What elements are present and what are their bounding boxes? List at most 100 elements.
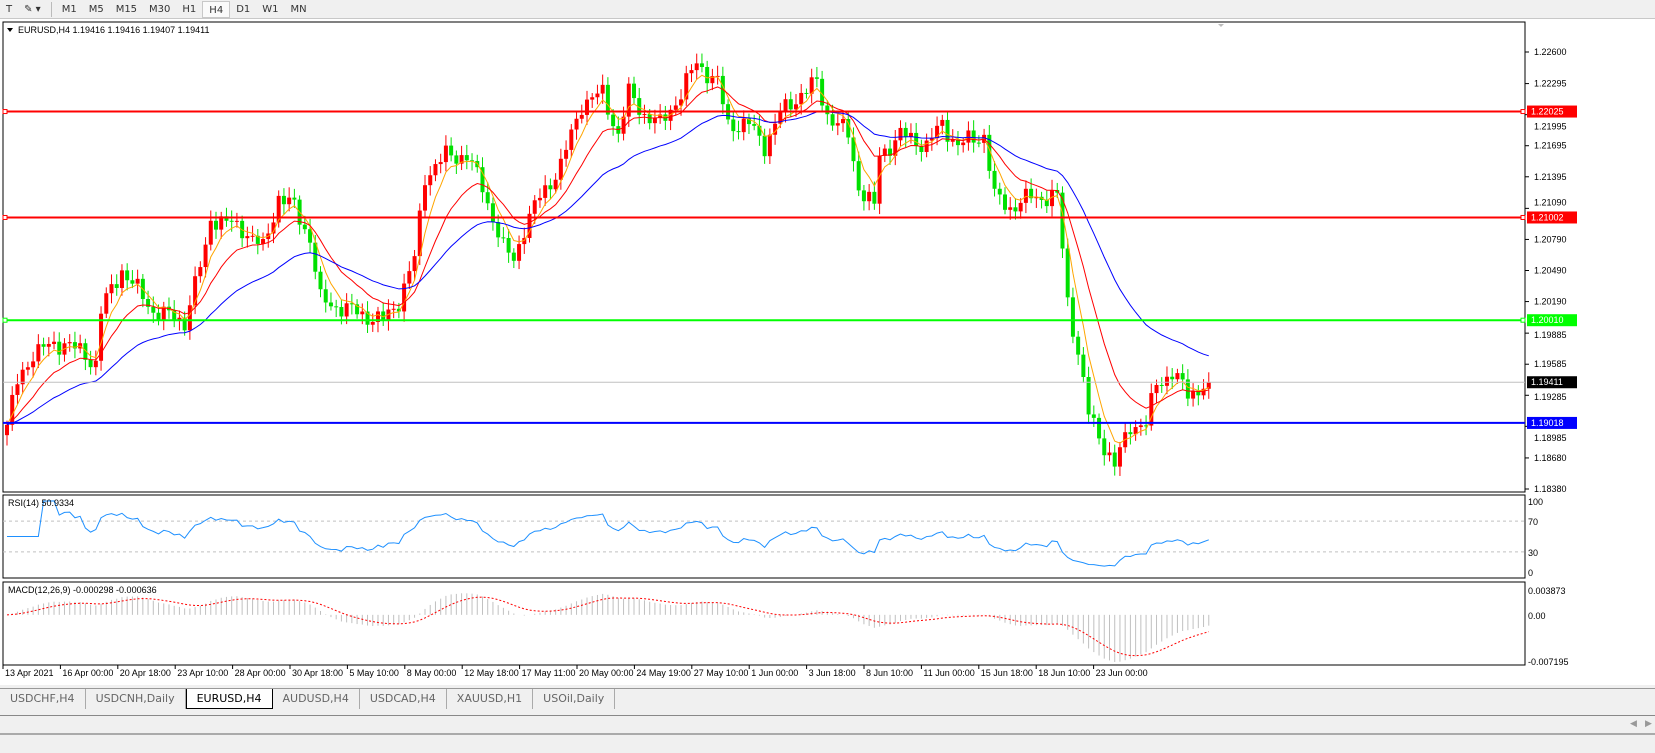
level-handle [2,214,8,220]
timeframe-M30[interactable]: M30 [149,3,171,15]
candle-body [177,317,182,321]
candle-body [851,137,856,162]
macd-label: MACD(12,26,9) -0.000298 -0.000636 [8,585,157,595]
tab-usoil-daily[interactable]: USOil,Daily [533,689,616,709]
horizontal-scrollbar[interactable]: ◀ ▶ [0,715,1655,735]
tab-xauusd-h1[interactable]: XAUUSD,H1 [447,689,534,709]
current-price-tag [1527,376,1577,389]
candle-body [172,310,177,321]
candle-body [449,145,454,156]
candle-body [684,73,689,100]
candle-body [621,116,626,134]
scroll-right-icon[interactable]: ▶ [1645,719,1652,729]
level-price-tag [1527,211,1577,224]
candle-body [261,239,266,244]
timeframe-bar: M1 M5 M15 M30 H1 H4 D1 W1 MN [56,0,313,18]
candle-body [1050,189,1055,207]
candle-body [522,237,527,245]
candle-body [109,284,114,294]
candle-body [835,123,840,126]
time-axis-label: 16 Apr 00:00 [62,668,113,678]
chart-window[interactable]: 1.22600 1.22295 1.21995 1.21695 1.21395 1.210… [0,19,1655,685]
candle-body [470,160,475,162]
timeframe-M15[interactable]: M15 [115,3,138,15]
candle-body [391,308,396,310]
candle-body [428,175,433,186]
candle-body [924,140,929,153]
rsi-panel [2,494,1526,579]
tab-audusd-h4[interactable]: AUDUSD,H4 [273,689,360,709]
candle-body [496,222,501,238]
level-handle [1520,317,1526,323]
candle-body [1149,393,1154,426]
candle-body [553,179,558,190]
candle-body [746,118,751,125]
candle-body [433,164,438,176]
drawing-tools-icon[interactable]: ✎ ▾ [24,3,41,15]
candle-body [1185,379,1190,399]
moving-average-line [6,86,1209,426]
candle-body [689,70,694,74]
candle-body [1196,390,1201,396]
rsi-label: RSI(14) 50.9334 [8,498,74,508]
candle-body [5,424,9,436]
price-axis-label: 1.19285 [1534,392,1567,402]
candle-body [626,83,631,117]
candle-body [454,155,459,164]
current-price-label: 1.19411 [1531,377,1563,387]
collapse-triangle-icon [7,28,13,32]
scroll-left-icon[interactable]: ◀ [1630,719,1637,729]
text-tool-icon[interactable]: T [6,3,13,15]
candle-body [731,119,736,132]
candle-body [814,77,819,79]
candle-body [971,130,976,143]
candle-body [219,216,224,230]
candle-body [1076,336,1081,355]
candle-body [830,114,835,126]
timeframe-M1[interactable]: M1 [61,3,77,15]
candle-body [893,140,898,156]
timeframe-H1[interactable]: H1 [182,3,197,15]
candle-body [328,302,333,307]
candle-body [903,127,908,137]
price-axis-label: 1.22600 [1534,47,1567,57]
candle-body [741,118,746,133]
candle-body [386,309,391,321]
candle-body [245,236,250,239]
candle-body [355,304,360,315]
candle-body [778,112,783,124]
candle-body [130,280,135,284]
level-handle [1520,109,1526,115]
candle-body [652,117,657,124]
candle-body [961,142,966,146]
candle-body [929,138,934,141]
time-axis-label: 12 May 18:00 [464,668,519,678]
candle-body [485,192,490,204]
tab-eurusd-h4[interactable]: EURUSD,H4 [185,689,273,709]
candle-body [344,303,349,317]
candle-body [281,195,286,205]
tab-usdcnh-daily[interactable]: USDCNH,Daily [86,689,186,709]
candle-body [370,321,375,325]
timeframe-H4[interactable]: H4 [202,0,231,18]
timeframe-M5[interactable]: M5 [88,3,104,15]
candle-body [517,244,522,261]
timeframe-W1[interactable]: W1 [262,3,279,15]
candle-body [255,235,260,244]
time-axis-label: 28 Apr 00:00 [235,668,286,678]
candle-body [1044,199,1049,207]
candle-body [1102,438,1107,456]
candle-body [861,190,866,202]
chart-canvas[interactable]: 1.22600 1.22295 1.21995 1.21695 1.21395 1.210… [0,19,1655,685]
tab-usdchf-h4[interactable]: USDCHF,H4 [0,689,86,709]
timeframe-MN[interactable]: MN [290,3,307,15]
candle-body [647,114,652,124]
tab-usdcad-h4[interactable]: USDCAD,H4 [360,689,447,709]
candle-body [1112,452,1117,467]
timeframe-D1[interactable]: D1 [236,3,251,15]
candle-body [1144,425,1149,427]
candle-body [1128,432,1133,435]
time-axis-label: 8 May 00:00 [407,668,457,678]
candle-body [229,220,234,222]
candle-body [52,341,57,344]
